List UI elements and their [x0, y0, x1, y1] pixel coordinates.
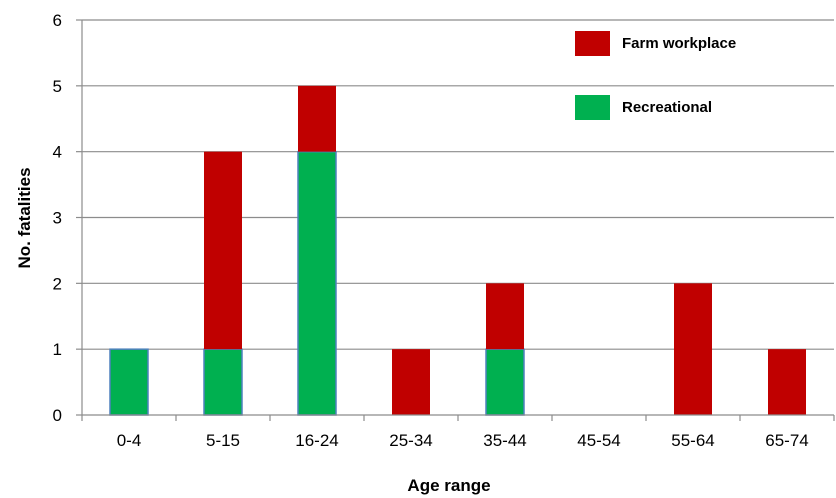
bar-farm-workplace-35-44 [486, 283, 524, 350]
x-tick-label: 0-4 [117, 431, 142, 450]
legend-swatch-recreational [575, 95, 610, 120]
bars [109, 85, 806, 416]
y-axis-title: No. fatalities [15, 167, 34, 268]
x-tick-label: 55-64 [671, 431, 714, 450]
y-tick-label: 1 [53, 340, 62, 359]
x-tick-label: 5-15 [206, 431, 240, 450]
axes [76, 19, 835, 421]
y-tick-label: 3 [53, 209, 62, 228]
y-tick-label: 2 [53, 274, 62, 293]
bar-farm-workplace-55-64 [674, 283, 712, 415]
bar-recreational-5-15 [203, 348, 243, 416]
legend: Farm workplace Recreational [575, 31, 736, 120]
x-tick-label: 35-44 [483, 431, 526, 450]
legend-label-recreational: Recreational [622, 99, 712, 116]
bar-farm-workplace-5-15 [204, 151, 242, 350]
x-tick-label: 65-74 [765, 431, 808, 450]
bar-recreational-0-4 [109, 348, 149, 416]
legend-swatch-farm-workplace [575, 31, 610, 56]
x-tick-labels: 0-4 5-15 16-24 25-34 35-44 45-54 55-64 65-74 [117, 431, 809, 450]
bar-farm-workplace-16-24 [298, 85, 336, 152]
bar-farm-workplace-65-74 [768, 349, 806, 415]
legend-label-farm-workplace: Farm workplace [622, 35, 736, 52]
x-tick-label: 45-54 [577, 431, 620, 450]
bar-recreational-16-24 [297, 150, 337, 416]
y-tick-label: 4 [53, 143, 62, 162]
y-tick-label: 0 [53, 406, 62, 425]
bar-recreational-35-44 [485, 348, 525, 416]
y-tick-label: 6 [53, 11, 62, 30]
y-tick-labels: 0 1 2 3 4 5 6 [53, 11, 62, 425]
x-tick-label: 16-24 [295, 431, 338, 450]
bar-farm-workplace-25-34 [392, 349, 430, 415]
x-tick-label: 25-34 [389, 431, 432, 450]
y-tick-label: 5 [53, 77, 62, 96]
gridlines [82, 19, 834, 350]
x-axis-title: Age range [407, 476, 490, 495]
